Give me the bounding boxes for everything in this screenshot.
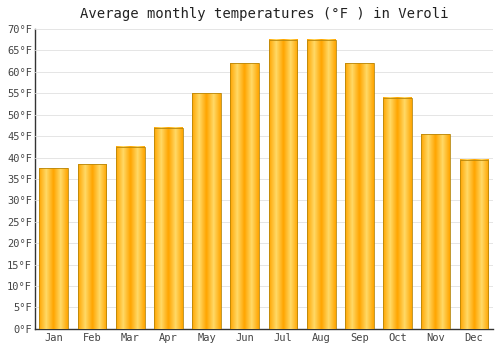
Title: Average monthly temperatures (°F ) in Veroli: Average monthly temperatures (°F ) in Ve… [80,7,448,21]
Bar [307,40,336,329]
Bar [268,40,298,329]
Bar [460,160,488,329]
Bar [78,164,106,329]
Bar [192,93,221,329]
Bar [230,63,259,329]
Bar [116,147,144,329]
Bar [422,134,450,329]
Bar [383,98,412,329]
Bar [345,63,374,329]
Bar [154,127,182,329]
Bar [40,168,68,329]
